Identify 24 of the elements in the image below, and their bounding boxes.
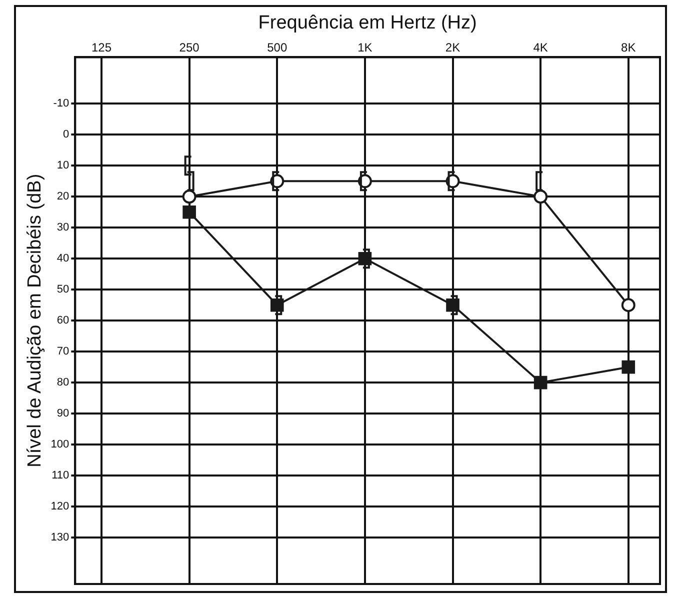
y-tick-label: 90 [56,408,70,420]
x-tick-label: 8K [621,40,636,54]
y-tick-label: 10 [56,160,70,172]
y-tick-label: 70 [56,346,70,358]
y-tick-label: 120 [50,500,70,513]
y-tick-label: 60 [56,314,70,327]
x-tick-label: 125 [91,40,112,54]
x-tick-label: 2K [445,40,460,54]
x-tick-label: 250 [179,40,200,54]
y-axis-title: Nível de Audição em Decibéis (dB) [24,174,46,468]
y-tick-label: -10 [53,98,70,110]
x-tick-label: 4K [533,40,548,54]
y-tick-label: 40 [56,252,70,265]
y-tick-label: 30 [56,222,70,234]
x-tick-label: 1K [358,40,372,54]
y-tick-label: 80 [56,376,70,389]
y-tick-label: 100 [50,438,70,451]
y-tick-label: 50 [56,284,70,296]
x-axis-title: Frequência em Hertz (Hz) [258,12,477,34]
y-tick-label: 0 [63,128,70,141]
y-tick-label: 20 [56,190,70,203]
y-tick-label: 110 [52,470,70,482]
y-tick-label: 130 [50,532,70,544]
x-tick-label: 500 [267,40,288,54]
